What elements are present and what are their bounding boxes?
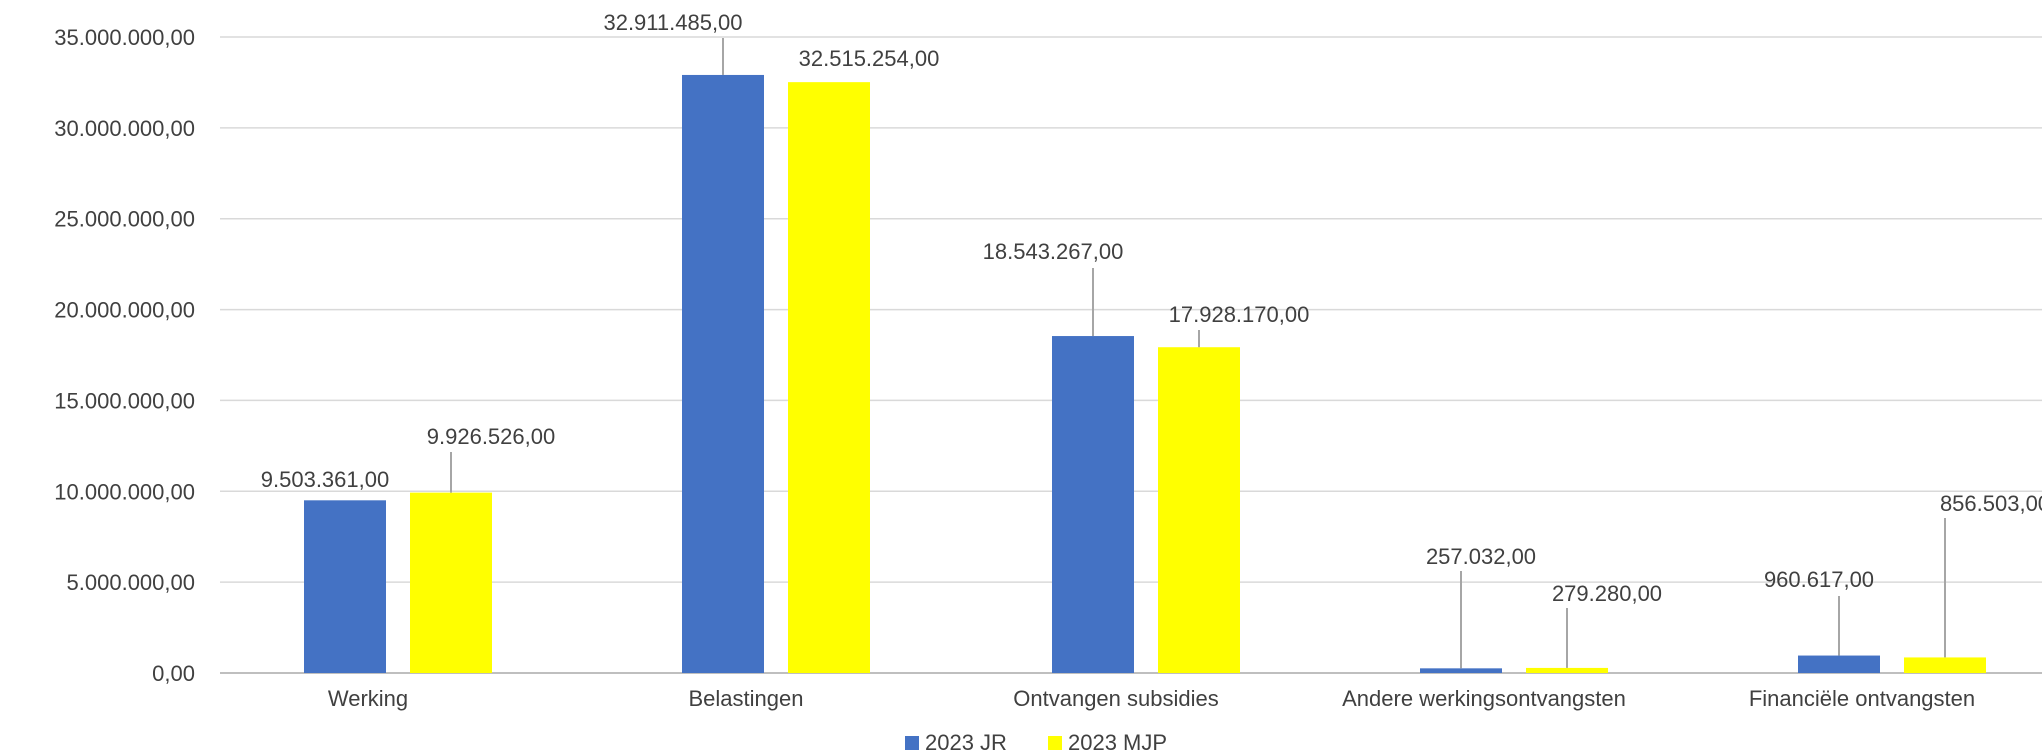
category-label: Financiële ontvangsten — [1749, 686, 1975, 711]
y-tick-label: 35.000.000,00 — [54, 25, 195, 50]
y-tick-label: 5.000.000,00 — [67, 570, 195, 595]
data-label: 18.543.267,00 — [983, 239, 1124, 264]
y-tick-label: 20.000.000,00 — [54, 298, 195, 323]
y-tick-label: 0,00 — [152, 661, 195, 686]
data-label: 17.928.170,00 — [1169, 302, 1310, 327]
data-label: 9.503.361,00 — [261, 467, 389, 492]
bar-mjp — [1158, 347, 1240, 673]
category-label: Andere werkingsontvangsten — [1342, 686, 1626, 711]
bar-jr — [1798, 655, 1880, 673]
data-label: 9.926.526,00 — [427, 424, 555, 449]
data-labels: 9.503.361,00 32.911.485,00 18.543.267,00 25… — [261, 10, 2042, 606]
y-tick-label: 10.000.000,00 — [54, 479, 195, 504]
legend-label: 2023 MJP — [1068, 730, 1167, 750]
y-axis-tick-labels: 0,00 5.000.000,00 10.000.000,00 15.000.000,… — [54, 25, 195, 686]
category-label: Ontvangen subsidies — [1013, 686, 1218, 711]
bar-mjp — [410, 492, 492, 673]
bar-mjp — [1526, 667, 1608, 673]
category-label: Belastingen — [689, 686, 804, 711]
legend-swatch — [1048, 736, 1062, 750]
category-label: Werking — [328, 686, 408, 711]
y-tick-label: 30.000.000,00 — [54, 116, 195, 141]
data-label: 960.617,00 — [1764, 567, 1874, 592]
data-label-leader-lines — [450, 38, 1946, 669]
legend-label: 2023 JR — [925, 730, 1007, 750]
bar-mjp — [1904, 657, 1986, 673]
bar-mjp — [788, 82, 870, 674]
y-tick-label: 25.000.000,00 — [54, 207, 195, 232]
data-label: 279.280,00 — [1552, 581, 1662, 606]
bar-jr — [682, 74, 764, 674]
legend-swatch — [905, 736, 919, 750]
data-label: 32.515.254,00 — [799, 46, 940, 71]
bar-jr — [304, 500, 386, 673]
bar-jr — [1420, 668, 1502, 673]
bar-jr — [1052, 336, 1134, 673]
x-axis-category-labels: Werking Belastingen Ontvangen subsidies And… — [328, 686, 1975, 711]
data-label: 32.911.485,00 — [603, 10, 742, 35]
legend: 2023 JR 2023 MJP — [905, 730, 1167, 755]
data-label: 257.032,00 — [1426, 544, 1536, 569]
bars — [304, 74, 1986, 674]
y-tick-label: 15.000.000,00 — [54, 388, 195, 413]
gridlines — [220, 36, 2042, 674]
data-label: 856.503,00 — [1940, 491, 2042, 516]
